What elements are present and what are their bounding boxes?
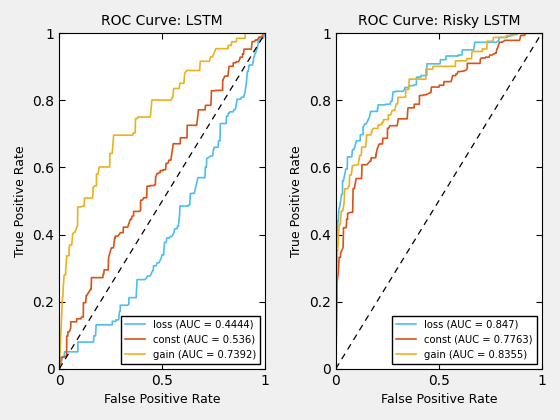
loss (AUC = 0.847) xyxy=(515,31,521,36)
loss (AUC = 0.4444) xyxy=(56,366,63,371)
const (AUC = 0.536) xyxy=(252,38,259,43)
const (AUC = 0.536) xyxy=(253,38,260,43)
Y-axis label: True Positive Rate: True Positive Rate xyxy=(14,145,27,257)
loss (AUC = 0.4444) xyxy=(246,63,253,68)
loss (AUC = 0.4444) xyxy=(245,69,251,74)
Line: const (AUC = 0.536): const (AUC = 0.536) xyxy=(59,33,265,369)
gain (AUC = 0.7392) xyxy=(242,31,249,36)
const (AUC = 0.7763) xyxy=(522,31,529,36)
Line: loss (AUC = 0.847): loss (AUC = 0.847) xyxy=(336,33,542,369)
X-axis label: False Positive Rate: False Positive Rate xyxy=(104,393,221,406)
loss (AUC = 0.847) xyxy=(519,31,525,36)
gain (AUC = 0.7392) xyxy=(253,31,260,36)
gain (AUC = 0.7392) xyxy=(262,31,268,36)
gain (AUC = 0.8355) xyxy=(466,56,473,61)
loss (AUC = 0.847) xyxy=(538,31,545,36)
gain (AUC = 0.7392) xyxy=(56,366,63,371)
const (AUC = 0.536) xyxy=(262,31,268,36)
const (AUC = 0.536) xyxy=(248,47,255,52)
const (AUC = 0.7763) xyxy=(529,31,536,36)
Line: gain (AUC = 0.7392): gain (AUC = 0.7392) xyxy=(59,33,265,369)
loss (AUC = 0.4444) xyxy=(121,303,128,308)
gain (AUC = 0.8355) xyxy=(492,35,498,40)
const (AUC = 0.7763) xyxy=(472,61,478,66)
Legend: loss (AUC = 0.847), const (AUC = 0.7763), gain (AUC = 0.8355): loss (AUC = 0.847), const (AUC = 0.7763)… xyxy=(392,316,536,364)
loss (AUC = 0.847) xyxy=(468,47,474,52)
Line: gain (AUC = 0.8355): gain (AUC = 0.8355) xyxy=(336,33,542,369)
const (AUC = 0.536) xyxy=(226,64,232,69)
const (AUC = 0.7763) xyxy=(333,366,339,371)
Title: ROC Curve: Risky LSTM: ROC Curve: Risky LSTM xyxy=(357,14,520,28)
loss (AUC = 0.847) xyxy=(396,89,403,94)
gain (AUC = 0.8355) xyxy=(531,31,538,36)
const (AUC = 0.7763) xyxy=(526,31,533,36)
loss (AUC = 0.847) xyxy=(523,31,530,36)
loss (AUC = 0.847) xyxy=(492,40,499,45)
gain (AUC = 0.8355) xyxy=(519,31,526,36)
Line: loss (AUC = 0.4444): loss (AUC = 0.4444) xyxy=(59,33,265,369)
loss (AUC = 0.847) xyxy=(333,366,339,371)
loss (AUC = 0.847) xyxy=(524,31,531,36)
const (AUC = 0.536) xyxy=(56,366,63,371)
X-axis label: False Positive Rate: False Positive Rate xyxy=(380,393,497,406)
const (AUC = 0.7763) xyxy=(398,116,404,121)
const (AUC = 0.536) xyxy=(136,209,142,214)
const (AUC = 0.7763) xyxy=(538,31,545,36)
Line: const (AUC = 0.7763): const (AUC = 0.7763) xyxy=(336,33,542,369)
gain (AUC = 0.7392) xyxy=(119,133,126,138)
Title: ROC Curve: LSTM: ROC Curve: LSTM xyxy=(101,14,223,28)
loss (AUC = 0.4444) xyxy=(239,95,245,100)
gain (AUC = 0.8355) xyxy=(394,100,401,105)
gain (AUC = 0.8355) xyxy=(333,366,339,371)
loss (AUC = 0.4444) xyxy=(191,191,198,196)
Legend: loss (AUC = 0.4444), const (AUC = 0.536), gain (AUC = 0.7392): loss (AUC = 0.4444), const (AUC = 0.536)… xyxy=(121,316,260,364)
gain (AUC = 0.7392) xyxy=(223,46,230,51)
gain (AUC = 0.7392) xyxy=(247,31,254,36)
const (AUC = 0.536) xyxy=(207,103,214,108)
gain (AUC = 0.7392) xyxy=(197,59,204,64)
const (AUC = 0.7763) xyxy=(521,33,528,38)
gain (AUC = 0.8355) xyxy=(531,31,538,36)
const (AUC = 0.7763) xyxy=(496,39,503,45)
gain (AUC = 0.8355) xyxy=(538,31,545,36)
const (AUC = 0.536) xyxy=(260,31,267,36)
loss (AUC = 0.4444) xyxy=(262,31,268,36)
Y-axis label: True Positive Rate: True Positive Rate xyxy=(291,145,304,257)
gain (AUC = 0.7392) xyxy=(255,31,262,36)
loss (AUC = 0.4444) xyxy=(221,121,228,126)
gain (AUC = 0.8355) xyxy=(524,31,530,36)
